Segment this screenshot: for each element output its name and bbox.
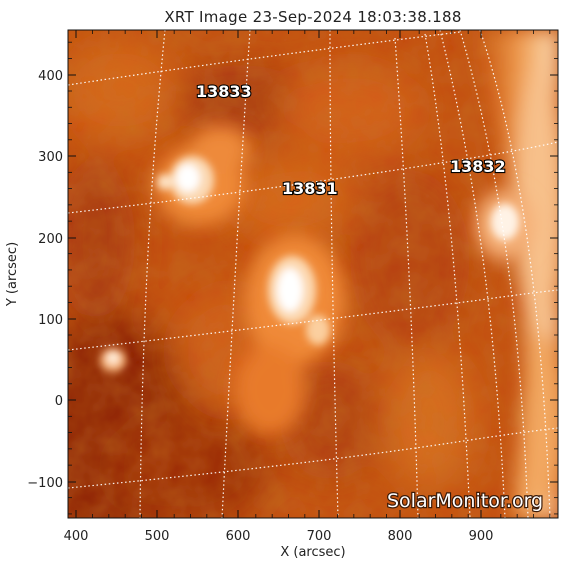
y-tick-labels: 400 300 200 100 0 −100 [27,69,63,491]
watermark: SolarMonitor.org [387,490,543,512]
minor-tick-marks [68,30,558,518]
heliographic-grid [68,30,558,518]
x-axis-label: X (arcsec) [280,545,345,560]
y-tick-label: 100 [38,313,63,328]
bright-point [100,348,126,372]
ar-label-13832: 13832 [450,157,506,176]
y-tick-label: 200 [38,232,63,247]
y-tick-label: 0 [55,394,63,409]
active-region-13831-emission [235,235,345,435]
x-tick-labels: 400 500 600 700 800 900 [64,529,494,544]
x-tick-label: 600 [226,529,251,544]
active-region-13832-emission [475,190,535,260]
active-region-13833-emission [155,125,250,225]
x-tick-label: 500 [145,529,170,544]
x-tick-label: 700 [307,529,332,544]
y-tick-label: 300 [38,150,63,165]
x-tick-label: 400 [64,529,89,544]
ar-label-13831: 13831 [282,179,338,198]
ar-label-13833: 13833 [196,82,252,101]
solar-image: 13833 13831 13832 SolarMonitor.org [68,30,558,518]
image-title: XRT Image 23-Sep-2024 18:03:38.188 [164,8,461,26]
y-tick-label: 400 [38,69,63,84]
y-tick-label: −100 [27,476,63,491]
tick-marks [68,30,558,518]
y-axis-label: Y (arcsec) [5,242,20,307]
x-tick-label: 900 [469,529,494,544]
x-tick-label: 800 [388,529,413,544]
plot-frame [67,29,559,519]
